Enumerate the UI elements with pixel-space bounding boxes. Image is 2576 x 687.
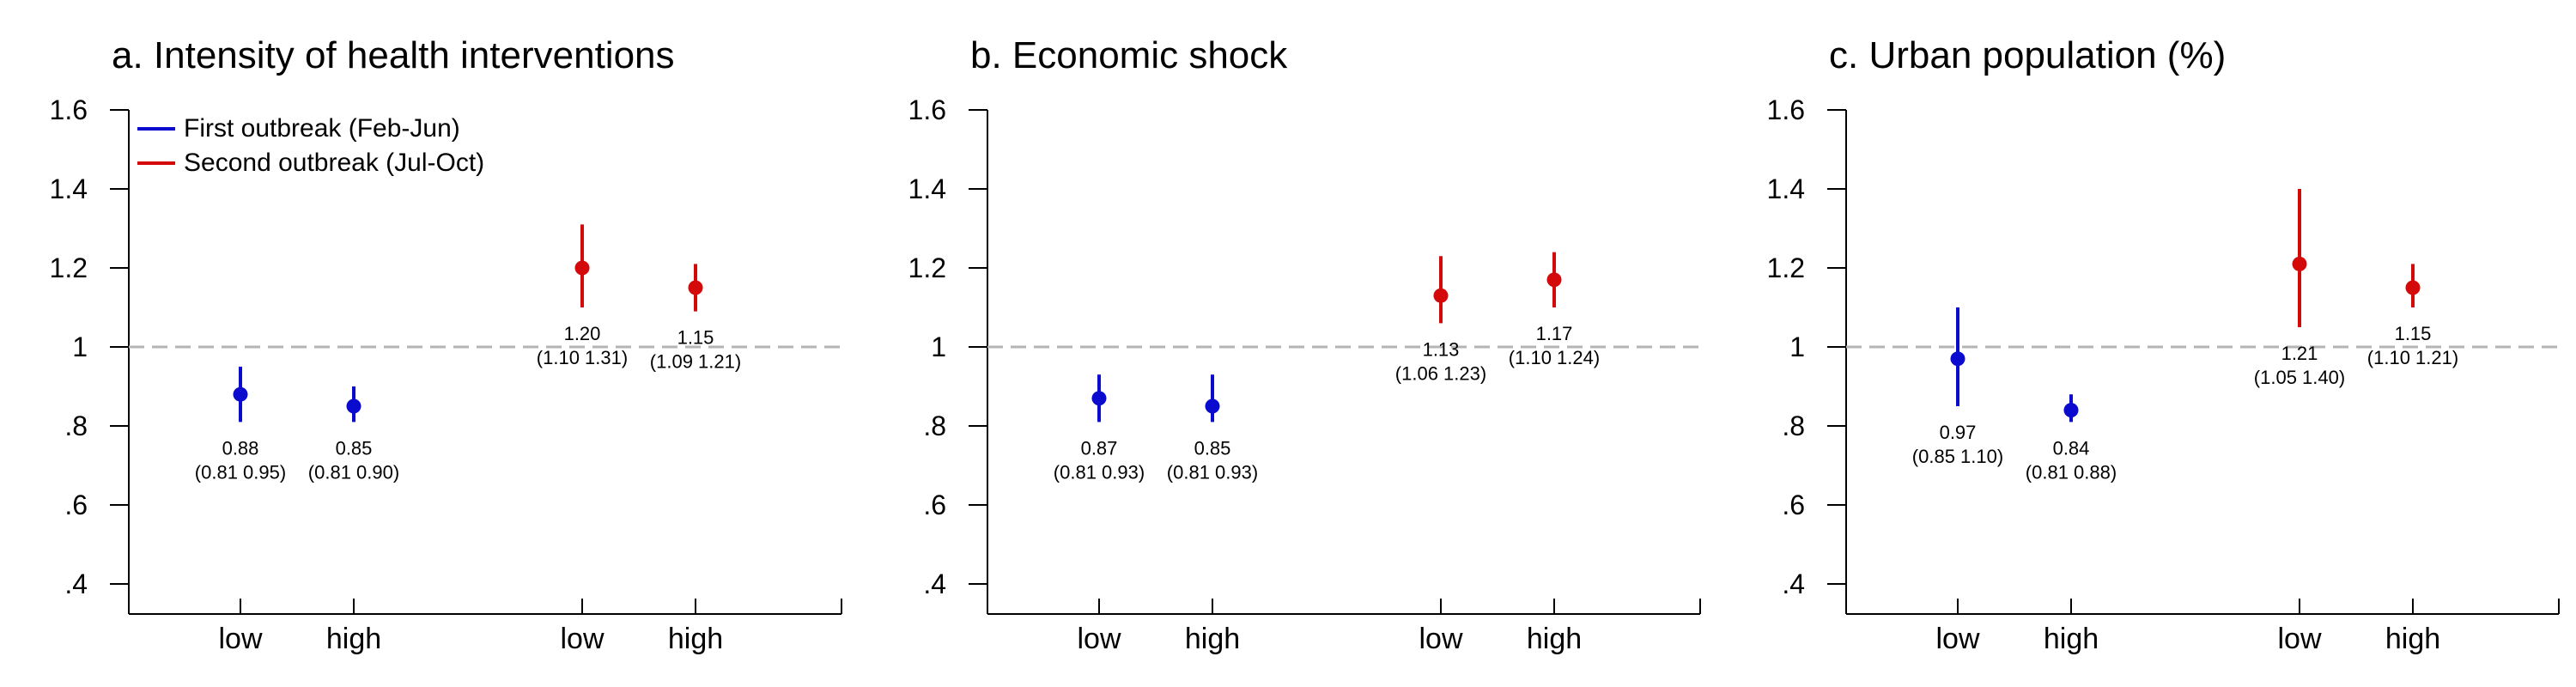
y-tick-label: 1.6 [908,94,946,125]
ci-label: (1.09 1.21) [650,351,741,373]
x-tick-label: low [1077,623,1121,655]
x-tick-label: high [1185,623,1240,655]
y-tick-label: .4 [923,568,946,599]
legend: First outbreak (Feb-Jun) Second outbreak… [137,112,484,180]
data-label: 1.15 [677,327,714,349]
x-tick-label: high [668,623,723,655]
point-marker [1546,272,1562,288]
ci-label: (0.81 0.88) [2026,461,2117,483]
y-tick-label: 1.6 [1767,94,1805,125]
x-tick-label: high [326,623,381,655]
y-tick-label: .8 [64,410,88,441]
y-tick-label: 1.2 [908,252,946,283]
y-tick-label: 1 [1789,331,1805,362]
legend-label-first: First outbreak (Feb-Jun) [184,114,460,143]
y-tick-label: 1 [931,331,946,362]
ci-label: (1.10 1.31) [537,347,628,368]
data-label: 0.97 [1940,422,1977,443]
y-tick-label: 1.2 [1767,252,1805,283]
y-tick-label: .4 [64,568,88,599]
point-marker [2405,280,2421,295]
data-label: 0.84 [2053,437,2090,459]
ci-label: (0.81 0.93) [1054,461,1145,483]
legend-item-first: First outbreak (Feb-Jun) [137,112,484,146]
chart-title: b. Economic shock [970,34,1288,76]
y-tick-label: 1.4 [908,173,946,204]
y-tick-label: 1.4 [1767,173,1805,204]
ci-label: (0.81 0.93) [1167,461,1258,483]
data-label: 1.20 [564,323,601,344]
x-tick-label: low [2277,623,2321,655]
ci-label: (1.10 1.21) [2367,347,2458,368]
ci-label: (0.81 0.90) [308,461,399,483]
y-tick-label: .6 [64,489,88,520]
point-marker [1205,398,1220,414]
data-label: 0.85 [336,437,373,459]
point-marker [2292,256,2307,271]
legend-item-second: Second outbreak (Jul-Oct) [137,146,484,180]
chart-panel-b: .4.6.8 1 1.2 1.4 1.6 low high low high 0.87 (0.81 … [859,0,1717,687]
point-marker [1091,391,1107,406]
point-marker [574,260,590,276]
point-marker [688,280,703,295]
x-tick-label: high [1527,623,1582,655]
chart-title: a. Intensity of health interventions [112,34,675,76]
x-tick-label: high [2385,623,2440,655]
y-tick-label: .8 [1782,410,1805,441]
data-label: 0.88 [222,437,259,459]
x-tick-label: low [1935,623,1979,655]
ci-label: (0.85 1.10) [1912,446,2003,467]
point-marker [346,398,361,414]
data-label: 1.21 [2281,343,2318,364]
x-tick-label: low [218,623,262,655]
legend-swatch-first [137,127,175,131]
legend-swatch-second [137,161,175,165]
y-tick-label: .6 [1782,489,1805,520]
chart-panel-c: .4 .6 .8 1 1.2 1.4 1.6 low high low high 0.97 (0.85 … [1717,0,2576,687]
data-label: 0.87 [1081,437,1118,459]
y-tick-label: .6 [923,489,946,520]
ci-label: (1.10 1.24) [1509,347,1600,368]
x-tick-label: low [1419,623,1462,655]
ci-label: (1.06 1.23) [1395,362,1486,384]
y-tick-label: 1.2 [50,252,88,283]
x-tick-label: low [560,623,604,655]
point-marker [2063,403,2079,418]
ci-label: (1.05 1.40) [2254,367,2345,388]
chart-plot-c: .4 .6 .8 1 1.2 1.4 1.6 low high low high 0.97 (0.85 … [1767,94,2560,655]
point-marker [1433,288,1449,303]
x-tick-label: high [2044,623,2099,655]
data-label: 1.17 [1536,323,1573,344]
y-tick-label: 1 [72,331,88,362]
chart-title: c. Urban population (%) [1829,34,2227,76]
data-label: 1.15 [2395,323,2432,344]
point-marker [1950,351,1965,367]
point-marker [233,386,248,402]
data-label: 1.13 [1423,338,1460,360]
y-tick-label: 1.4 [50,173,88,204]
data-label: 0.85 [1194,437,1231,459]
chart-panel-a: .4.6.8 1 1.2 1.4 1.6 low high low high 0.88 (0.81 … [0,0,859,687]
legend-label-second: Second outbreak (Jul-Oct) [184,149,485,177]
y-tick-label: .4 [1782,568,1805,599]
y-tick-label: .8 [923,410,946,441]
ci-label: (0.81 0.95) [195,461,286,483]
y-tick-label: 1.6 [50,94,88,125]
